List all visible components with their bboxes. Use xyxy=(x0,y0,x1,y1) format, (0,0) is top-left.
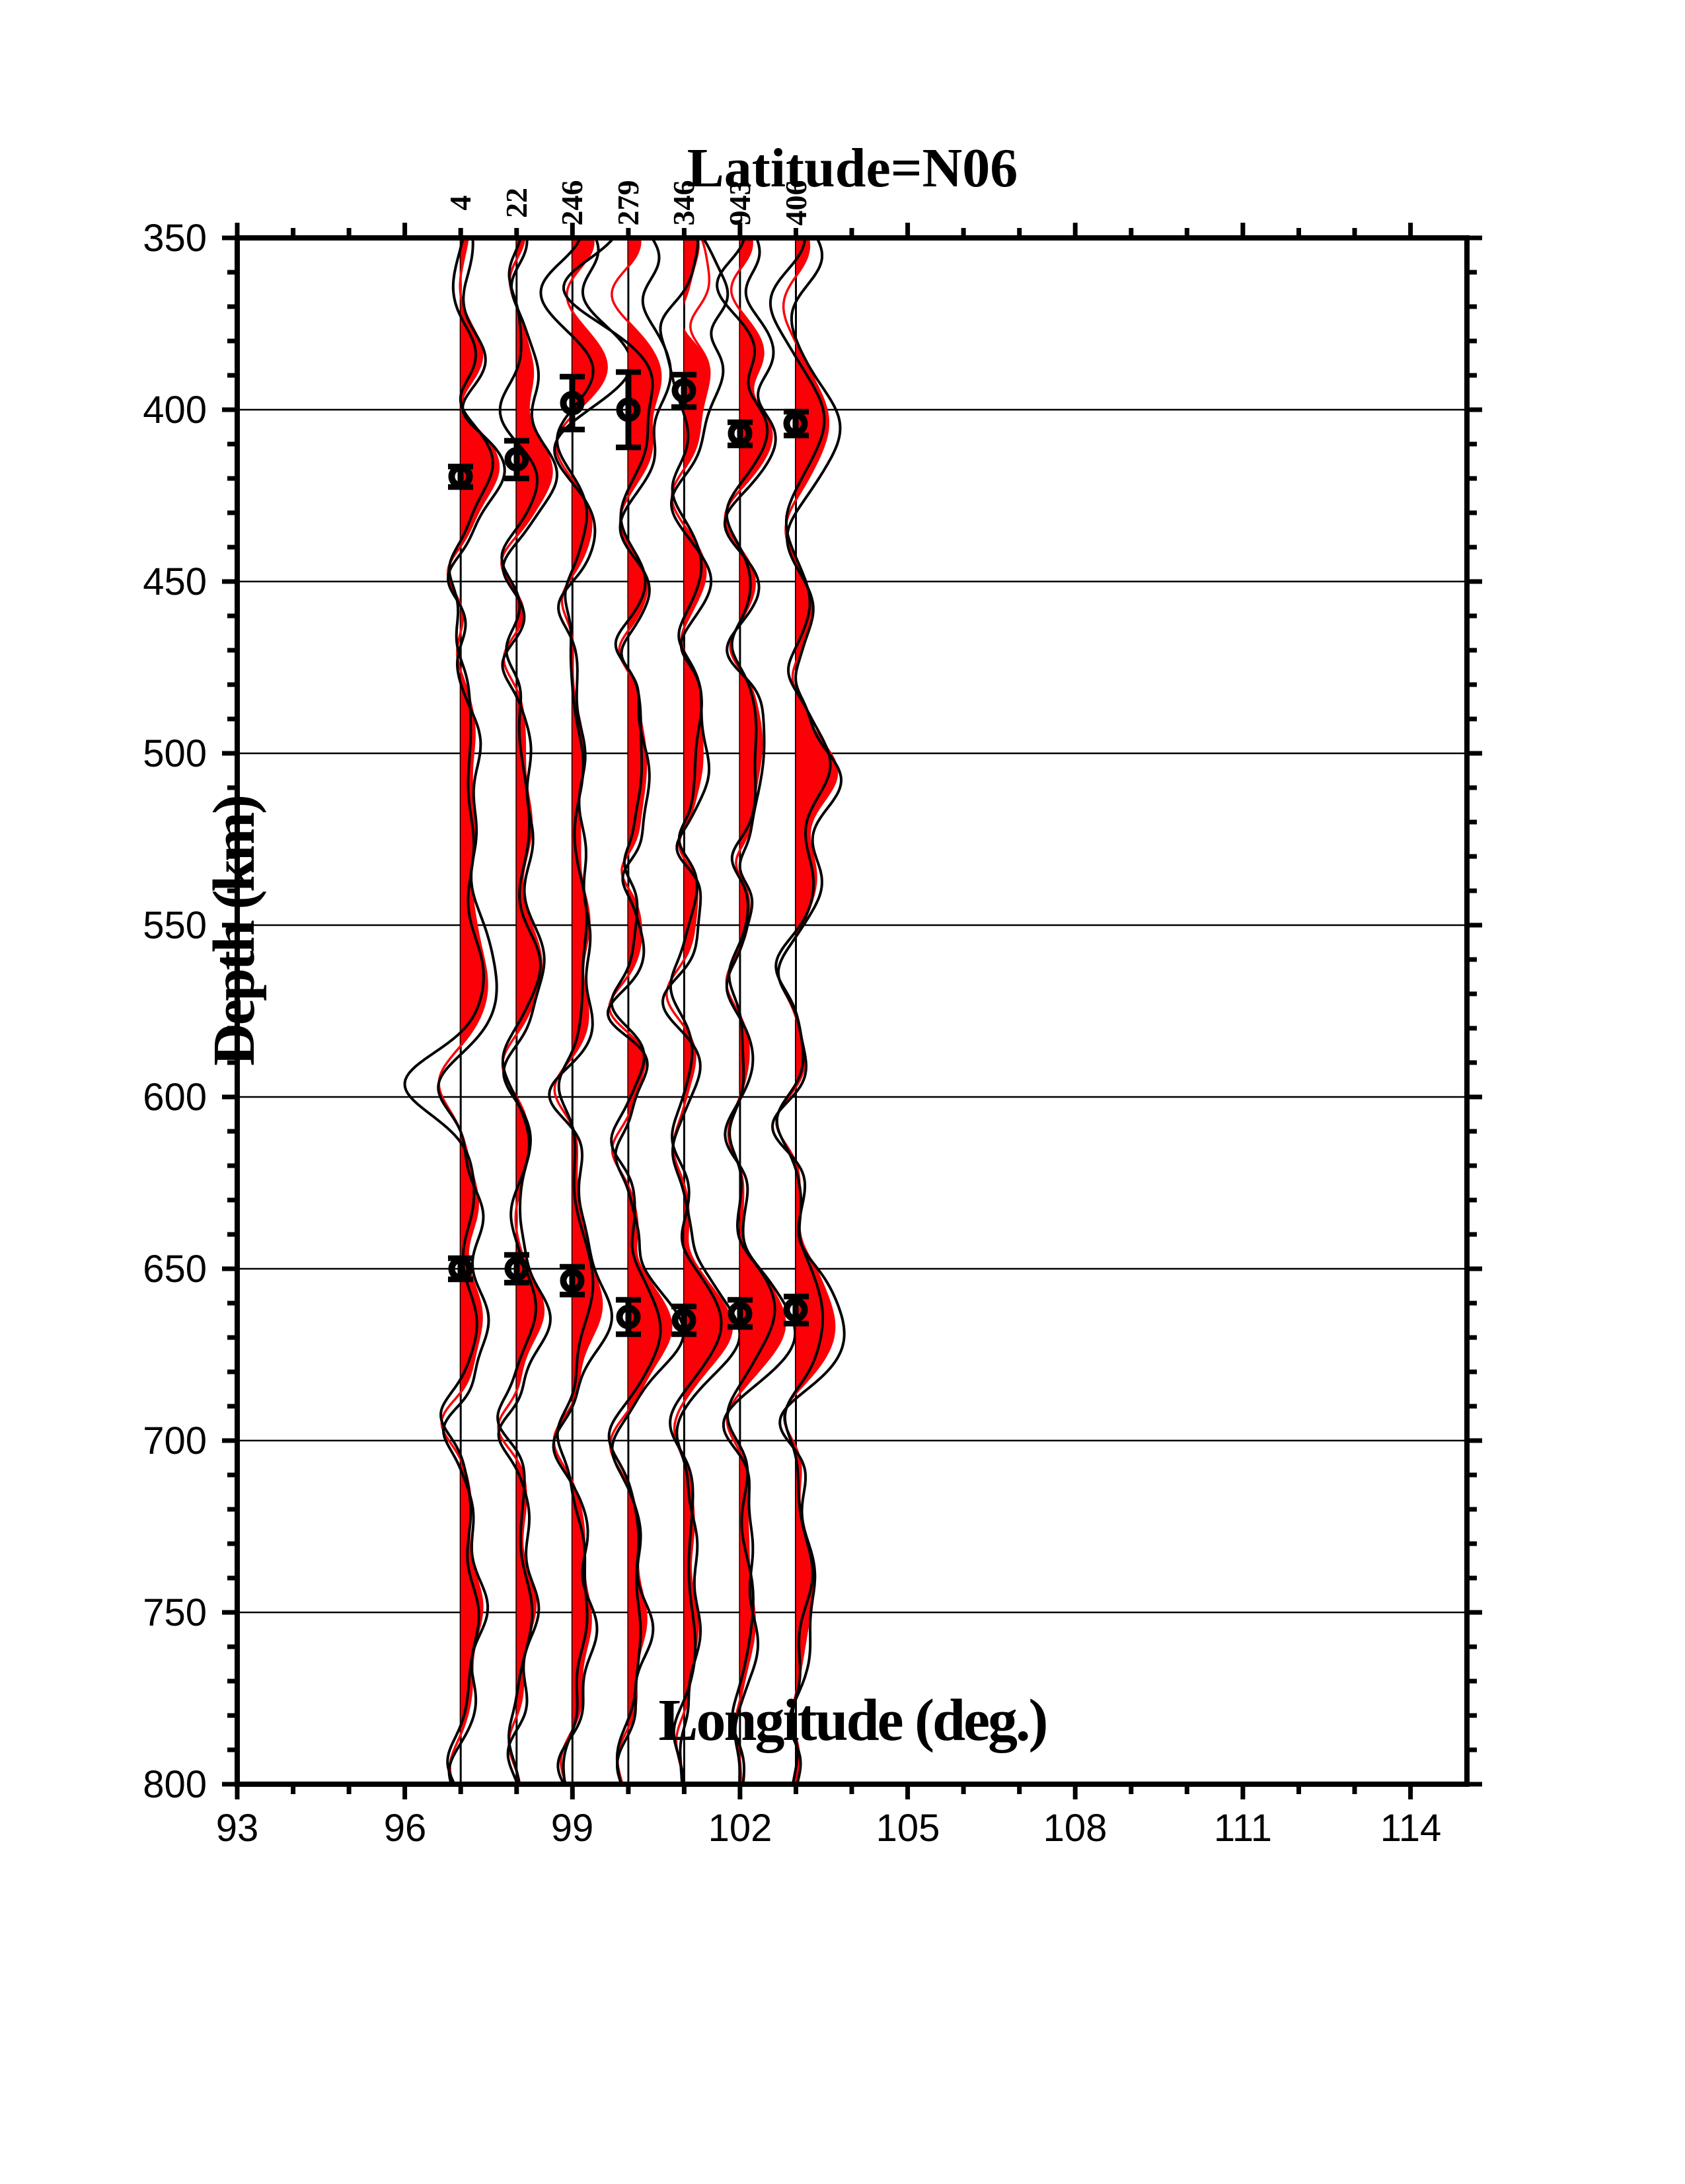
svg-text:246: 246 xyxy=(555,180,589,226)
svg-text:4: 4 xyxy=(443,196,477,211)
svg-text:406: 406 xyxy=(779,180,813,226)
svg-text:108: 108 xyxy=(1043,1807,1107,1850)
svg-text:102: 102 xyxy=(708,1807,772,1850)
svg-text:700: 700 xyxy=(143,1419,207,1462)
svg-text:96: 96 xyxy=(384,1807,427,1850)
svg-text:943: 943 xyxy=(723,180,757,226)
svg-text:99: 99 xyxy=(551,1807,594,1850)
svg-text:550: 550 xyxy=(143,904,207,947)
svg-text:105: 105 xyxy=(876,1807,940,1850)
svg-text:Depth (km): Depth (km) xyxy=(202,796,267,1066)
svg-text:346: 346 xyxy=(667,180,700,226)
svg-text:450: 450 xyxy=(143,560,207,603)
svg-text:350: 350 xyxy=(143,217,207,260)
svg-text:Latitude=N06: Latitude=N06 xyxy=(687,137,1018,199)
svg-text:111: 111 xyxy=(1214,1807,1272,1850)
svg-text:500: 500 xyxy=(143,732,207,775)
svg-text:279: 279 xyxy=(611,180,645,226)
svg-text:600: 600 xyxy=(143,1076,207,1119)
svg-text:750: 750 xyxy=(143,1591,207,1634)
svg-text:800: 800 xyxy=(143,1763,207,1806)
svg-text:Longitude (deg.): Longitude (deg.) xyxy=(658,1688,1046,1753)
svg-text:650: 650 xyxy=(143,1248,207,1291)
svg-text:93: 93 xyxy=(216,1807,259,1850)
svg-text:22: 22 xyxy=(500,188,533,218)
svg-text:400: 400 xyxy=(143,389,207,432)
svg-text:114: 114 xyxy=(1380,1807,1441,1850)
